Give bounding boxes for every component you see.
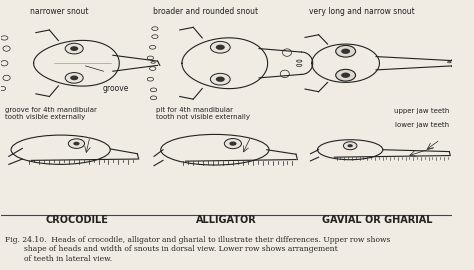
Circle shape <box>224 139 241 149</box>
Circle shape <box>336 69 356 81</box>
Text: Fig. 24.10.  Heads of crocodile, alligator and gharial to illustrate their diffe: Fig. 24.10. Heads of crocodile, alligato… <box>5 236 391 263</box>
Text: groove for 4th mandibular
tooth visible externally: groove for 4th mandibular tooth visible … <box>5 107 97 120</box>
Text: ALLIGATOR: ALLIGATOR <box>196 215 256 225</box>
Text: pit for 4th mandibular
tooth not visible externally: pit for 4th mandibular tooth not visible… <box>156 107 250 120</box>
Text: upper jaw teeth: upper jaw teeth <box>394 109 449 114</box>
Circle shape <box>210 73 230 85</box>
Circle shape <box>70 46 78 51</box>
Circle shape <box>65 43 83 54</box>
Circle shape <box>341 49 350 54</box>
Circle shape <box>68 139 84 148</box>
Circle shape <box>229 141 237 146</box>
Circle shape <box>341 73 350 78</box>
Circle shape <box>216 45 225 50</box>
Circle shape <box>70 76 78 80</box>
Circle shape <box>336 45 356 57</box>
Text: groove: groove <box>102 84 129 93</box>
Circle shape <box>65 73 83 83</box>
Circle shape <box>347 144 353 147</box>
Text: CROCODILE: CROCODILE <box>45 215 108 225</box>
Circle shape <box>210 41 230 53</box>
Circle shape <box>73 142 80 146</box>
Text: lower jaw teeth: lower jaw teeth <box>395 122 449 128</box>
Text: broader and rounded snout: broader and rounded snout <box>153 7 258 16</box>
Text: narrower snout: narrower snout <box>30 7 89 16</box>
Circle shape <box>216 76 225 82</box>
Text: very long and narrow snout: very long and narrow snout <box>309 7 414 16</box>
Text: GAVIAL OR GHARIAL: GAVIAL OR GHARIAL <box>322 215 432 225</box>
Circle shape <box>343 142 357 150</box>
